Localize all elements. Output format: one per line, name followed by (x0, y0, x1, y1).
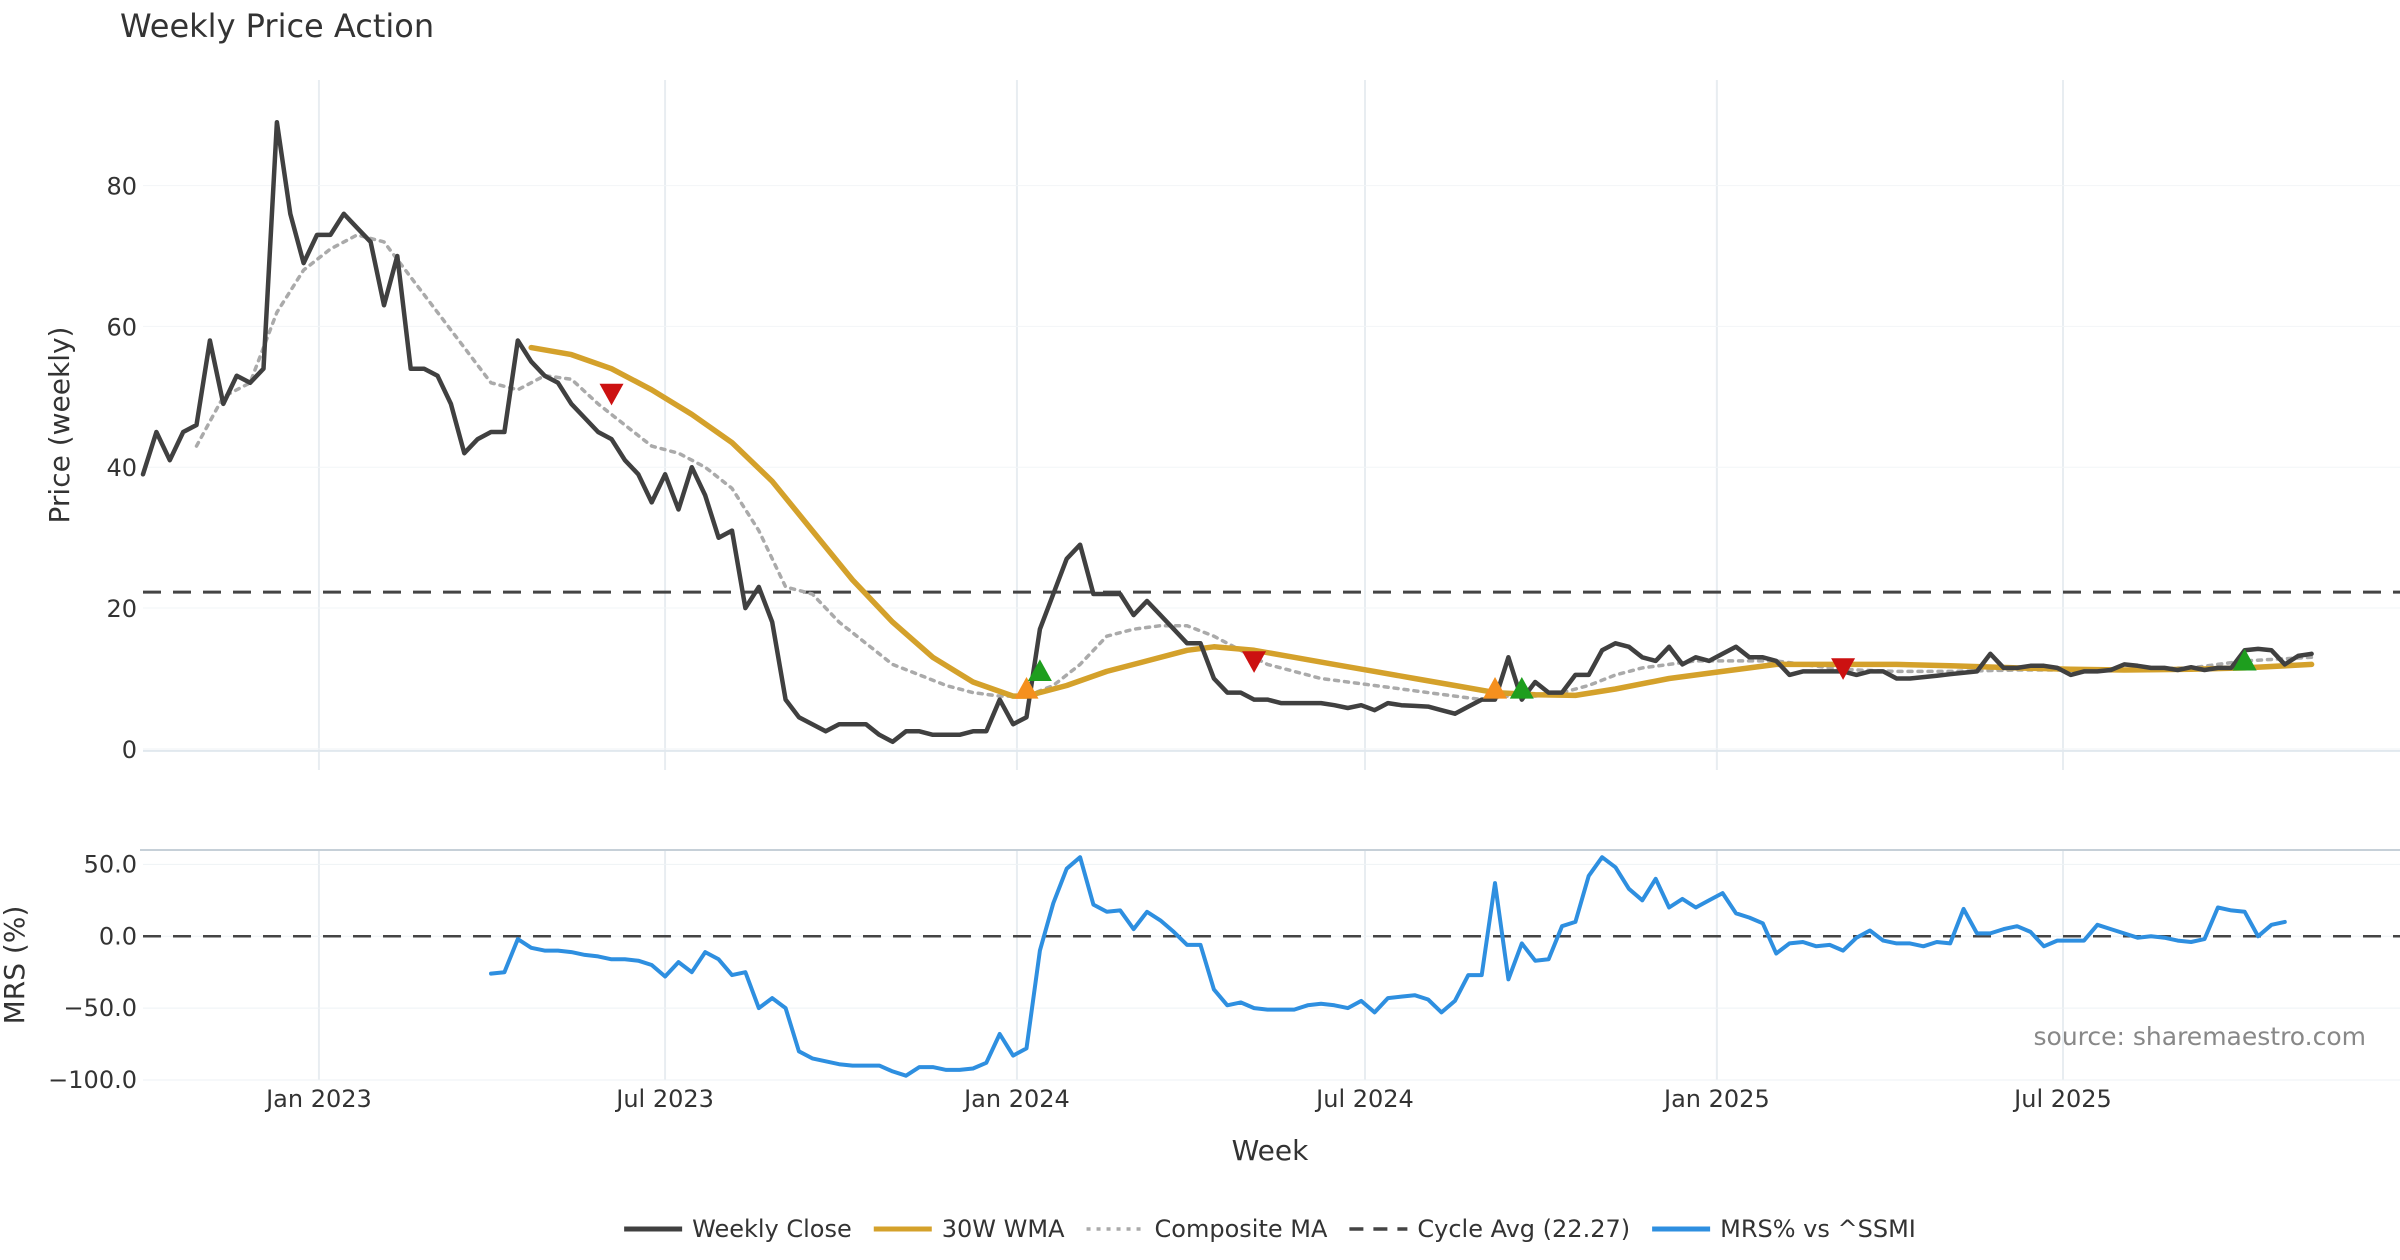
x-tick-label: Jul 2023 (614, 1085, 714, 1113)
x-axis: Jan 2023 Jul 2023 Jan 2024 Jul 2024 Jan 2025… (264, 1085, 2112, 1113)
x-tick-label: Jul 2024 (1314, 1085, 1414, 1113)
price-y-tick-label: 20 (106, 595, 137, 623)
legend-label: Weekly Close (692, 1215, 852, 1243)
price-y-tick-label: 0 (122, 736, 137, 764)
buy-signal-marker (1027, 659, 1052, 682)
price-panel: 0 20 40 60 80 (106, 80, 2400, 770)
mrs-y-tick-label: 0.0 (99, 922, 137, 950)
mrs-panel: 50.0 0.0 −50.0 −100.0 (48, 849, 2400, 1094)
x-tick-label: Jan 2023 (264, 1085, 372, 1113)
chart-title: Weekly Price Action (120, 7, 434, 45)
series-weekly-close (140, 119, 2314, 745)
price-y-tick-label: 40 (106, 454, 137, 482)
legend-label: MRS% vs ^SSMI (1720, 1215, 1916, 1243)
sell-signal-marker (1831, 658, 1856, 680)
legend-label: Cycle Avg (22.27) (1417, 1215, 1630, 1243)
sell-signal-marker (1242, 651, 1267, 673)
mrs-y-tick-label: −50.0 (63, 994, 137, 1022)
series-30w-wma (528, 344, 2315, 699)
legend: Weekly Close 30W WMA Composite MA Cycle Avg… (624, 1215, 1916, 1243)
mrs-y-tick-label: 50.0 (84, 850, 137, 878)
mrs-y-tick-label: −100.0 (48, 1066, 137, 1094)
legend-label: Composite MA (1155, 1215, 1328, 1243)
price-y-tick-label: 80 (106, 173, 137, 201)
cross-signal-marker (1014, 677, 1039, 699)
legend-label: 30W WMA (942, 1215, 1065, 1243)
y-axis-label-price: Price (weekly) (43, 327, 76, 524)
series-mrs-vs-ssmi (489, 855, 2287, 1078)
x-tick-label: Jan 2025 (1662, 1085, 1770, 1113)
cross-signal-marker (1483, 677, 1508, 699)
x-tick-label: Jul 2025 (2012, 1085, 2112, 1113)
buy-signal-marker (2232, 648, 2257, 671)
x-tick-label: Jan 2024 (962, 1085, 1070, 1113)
x-axis-label: Week (1232, 1134, 1309, 1167)
sell-signal-marker (599, 383, 624, 406)
source-annotation: source: sharemaestro.com (2034, 1022, 2367, 1051)
price-y-tick-label: 60 (106, 313, 137, 341)
buy-signal-marker (1509, 677, 1534, 699)
y-axis-label-mrs: MRS (%) (0, 906, 31, 1025)
